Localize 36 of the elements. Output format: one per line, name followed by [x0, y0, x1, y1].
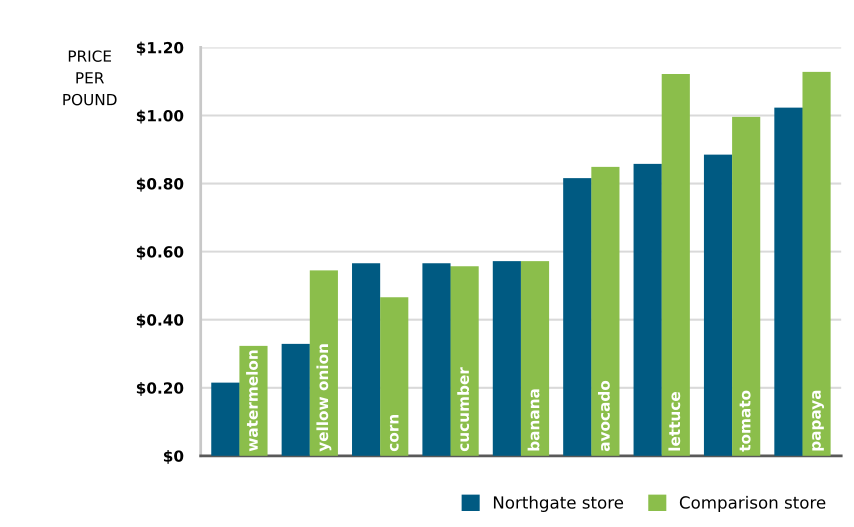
- bar: [380, 297, 408, 456]
- bar: [662, 74, 690, 456]
- x-tick-label: tomato: [740, 390, 751, 452]
- bar: [774, 108, 802, 456]
- y-tick-label: $1.00: [136, 110, 184, 124]
- bar: [802, 72, 831, 456]
- x-tick-label: watermelon: [246, 350, 258, 452]
- x-tick-label: lettuce: [668, 392, 680, 450]
- bar: [732, 116, 760, 456]
- bar: [520, 261, 550, 456]
- x-tick-label: cucumber: [457, 367, 470, 452]
- x-tick-label: avocado: [598, 380, 610, 452]
- bar: [352, 263, 380, 456]
- legend-label: Northgate store: [494, 496, 624, 512]
- bar: [634, 164, 662, 456]
- legend-label: Comparison store: [680, 496, 826, 512]
- bar: [492, 261, 521, 456]
- y-tick-label: $0: [164, 450, 184, 464]
- y-tick-label: $0.40: [136, 314, 184, 328]
- bar: [450, 266, 479, 456]
- y-tick-label: $1.20: [136, 42, 184, 56]
- x-tick-label: corn: [390, 415, 399, 452]
- x-tick-label: papaya: [812, 390, 824, 450]
- y-axis-title: PRICE PER POUND: [63, 50, 117, 106]
- bar: [282, 344, 310, 456]
- y-tick-label: $0.80: [136, 178, 184, 192]
- bar: [591, 166, 620, 456]
- x-tick-label: banana: [528, 389, 540, 450]
- bar: [310, 270, 338, 456]
- bar: [211, 382, 240, 456]
- y-tick-label: $0.20: [136, 382, 184, 396]
- x-tick-label: yellow onion: [316, 344, 332, 452]
- bar: [422, 263, 451, 456]
- y-tick-label: $0.60: [136, 246, 184, 260]
- bar: [704, 154, 732, 456]
- bar: [563, 178, 592, 456]
